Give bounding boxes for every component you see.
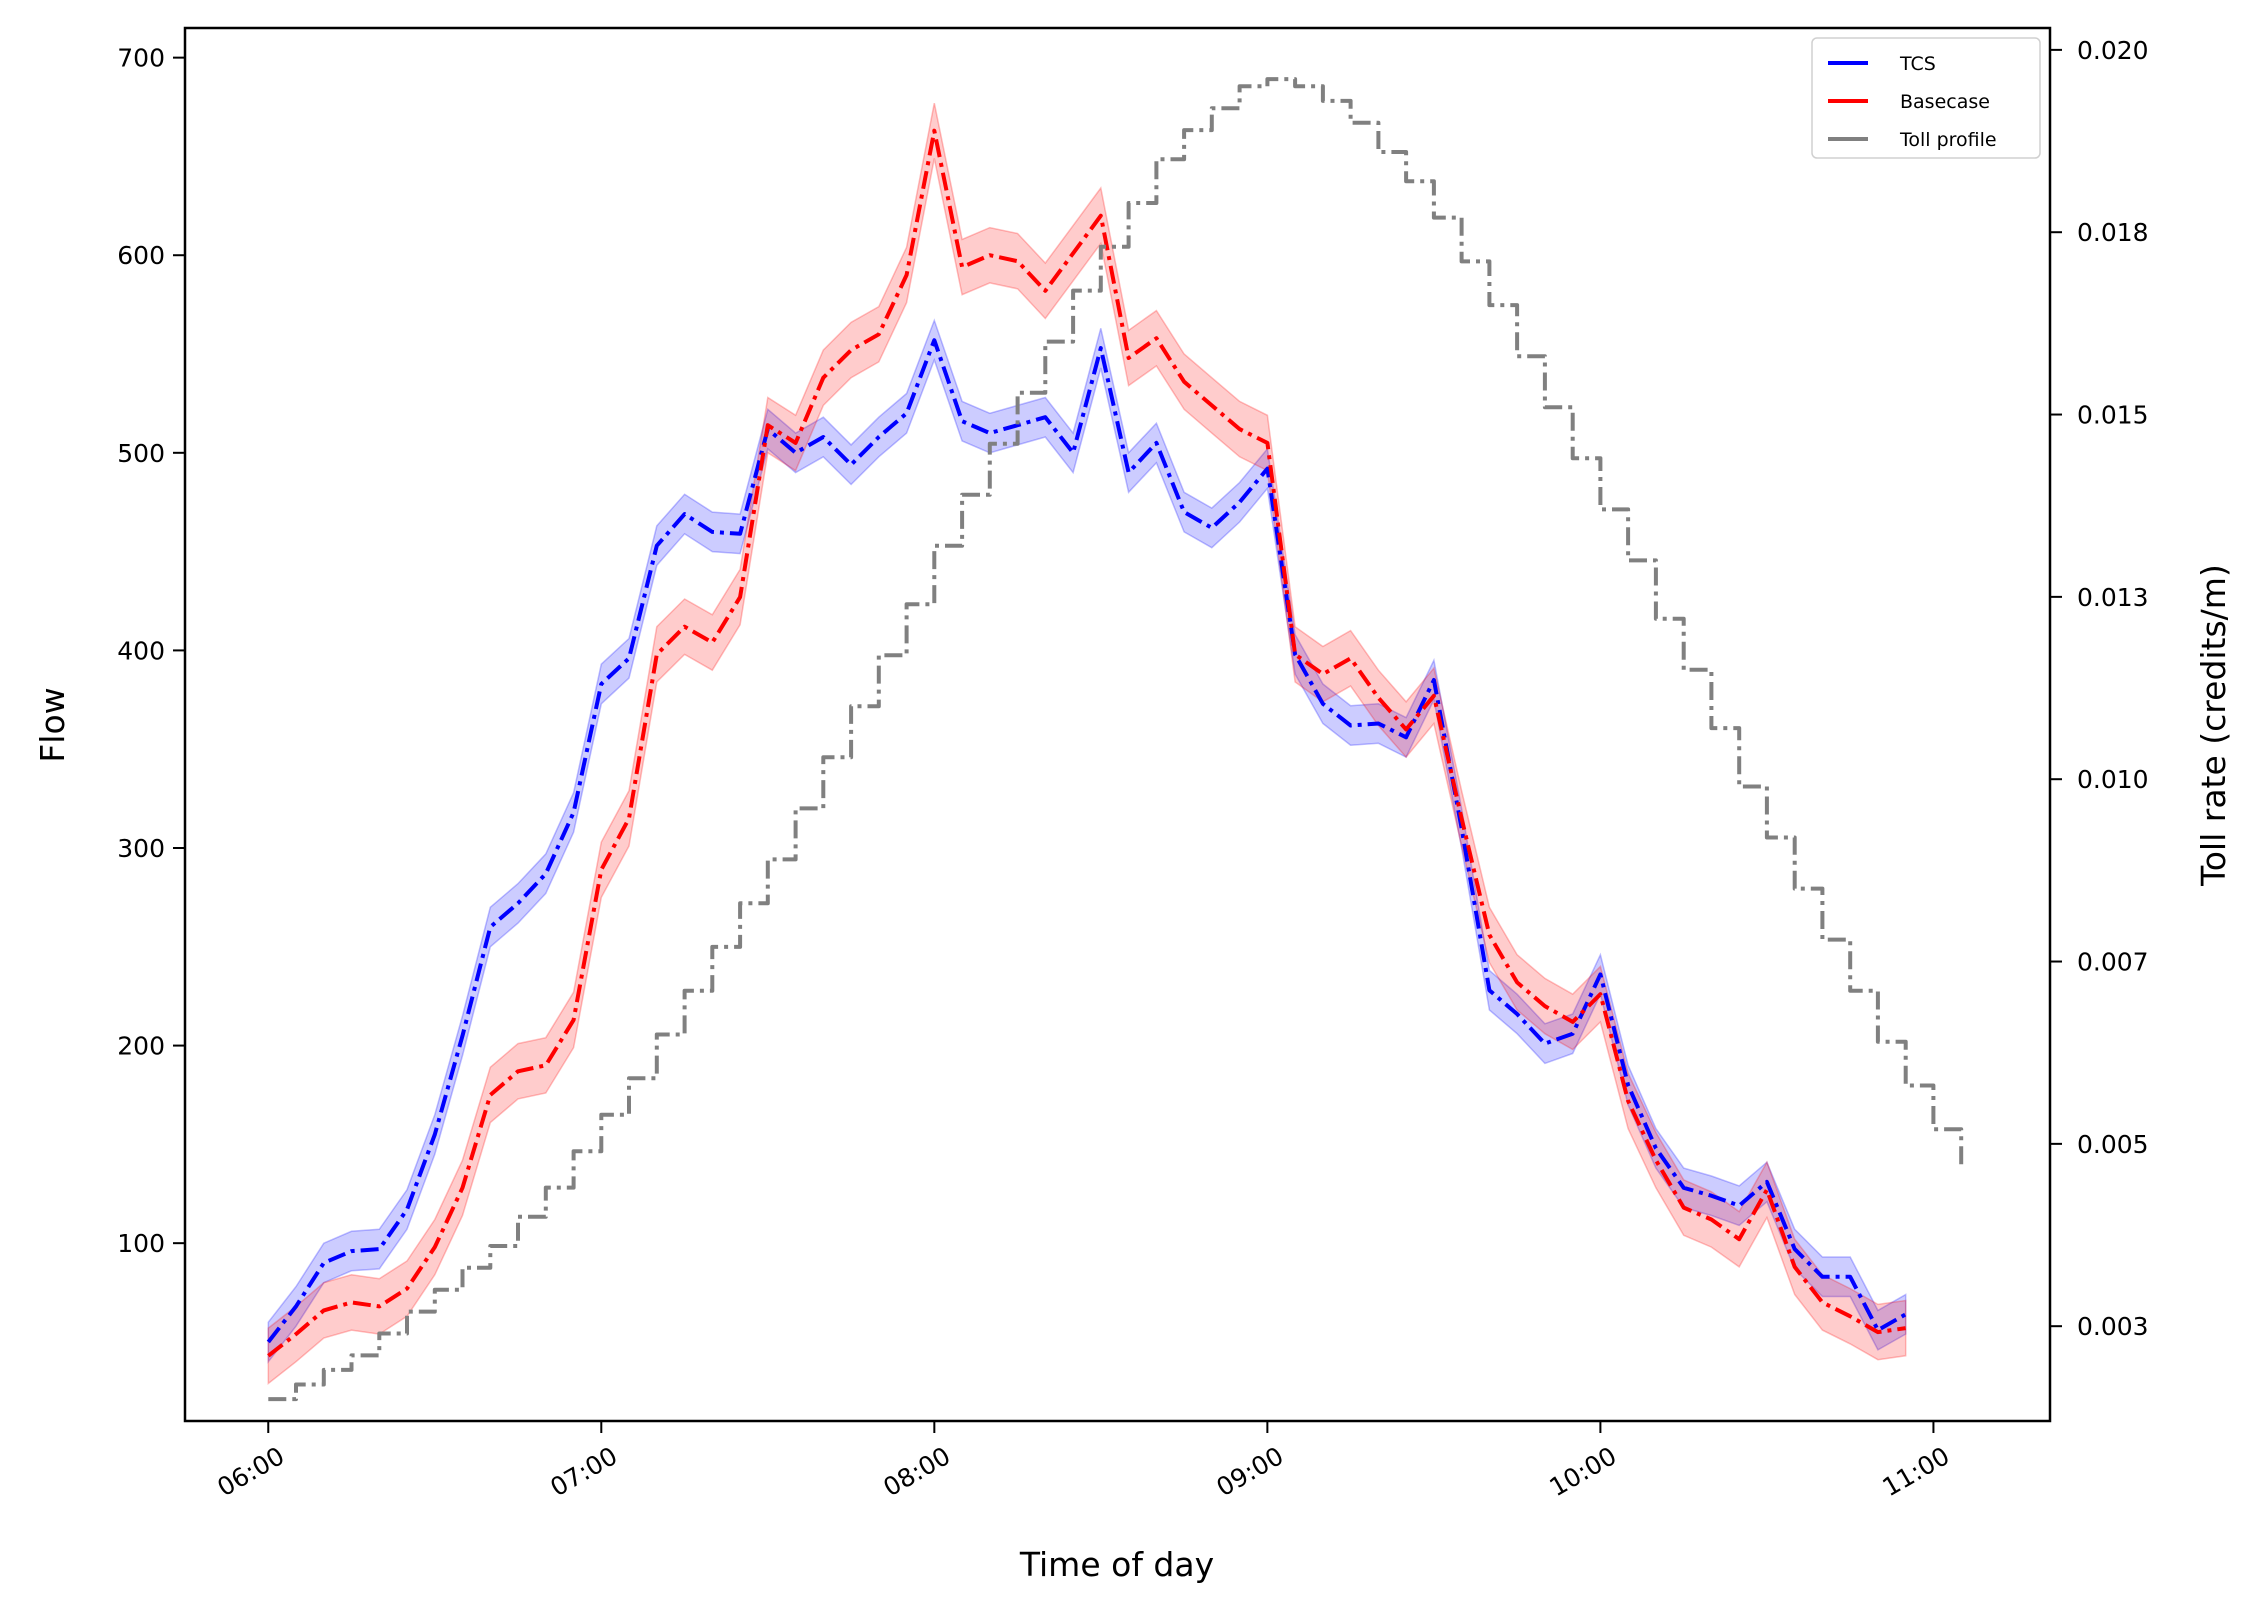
line-toll-profile (268, 77, 1964, 1402)
legend-label-toll-profile: Toll profile (1899, 129, 1997, 151)
line-basecase (267, 128, 1906, 1358)
plot-frame (183, 26, 2052, 1423)
y2-tick-label: 0.005 (2077, 1130, 2149, 1159)
y2-tick-label: 0.015 (2077, 401, 2149, 430)
y2-tick-label: 0.018 (2077, 218, 2149, 247)
y-axis-title: Flow (33, 687, 72, 762)
legend-box (1811, 37, 2041, 159)
legend-label-tcs: TCS (1899, 53, 1936, 75)
y-tick-label: 600 (117, 241, 165, 270)
x-tick-label: 06:00 (212, 1441, 289, 1502)
y2-tick-label: 0.020 (2077, 36, 2149, 65)
x-tick-label: 11:00 (1878, 1441, 1955, 1502)
y-tick-label: 100 (117, 1229, 165, 1258)
band-tcs (267, 318, 1907, 1364)
y-tick-label: 300 (117, 834, 165, 863)
legend-label-basecase: Basecase (1900, 91, 1990, 113)
confidence-bands (267, 102, 1907, 1386)
y2-tick-label: 0.013 (2077, 583, 2149, 612)
x-tick-label: 10:00 (1545, 1441, 1622, 1502)
y2-tick-label: 0.003 (2077, 1312, 2149, 1341)
x-tick-label: 09:00 (1211, 1441, 1288, 1502)
y-axis-ticks: 100 200 300 400 500 600 700 (117, 44, 185, 1258)
line-tcs (266, 338, 1907, 1344)
x-tick-label: 08:00 (878, 1441, 955, 1502)
y-tick-label: 700 (117, 44, 165, 73)
y2-axis-title: Toll rate (credits/m) (2194, 564, 2233, 887)
x-axis-ticks: 06:00 07:00 08:00 09:00 10:00 11:00 (212, 1421, 1954, 1502)
y2-tick-label: 0.010 (2077, 765, 2149, 794)
y2-axis-ticks: 0.003 0.005 0.007 0.010 0.013 0.015 0.018 0.020 (2050, 36, 2149, 1341)
y2-tick-label: 0.007 (2077, 948, 2149, 977)
y-tick-label: 400 (117, 636, 165, 665)
series-lines (266, 77, 1964, 1402)
x-axis-title: Time of day (1019, 1545, 1214, 1584)
x-tick-label: 07:00 (545, 1441, 622, 1502)
band-basecase (267, 102, 1907, 1386)
y-tick-label: 500 (117, 439, 165, 468)
legend: TCS Basecase Toll profile (1811, 37, 2041, 159)
y-tick-label: 200 (117, 1032, 165, 1061)
